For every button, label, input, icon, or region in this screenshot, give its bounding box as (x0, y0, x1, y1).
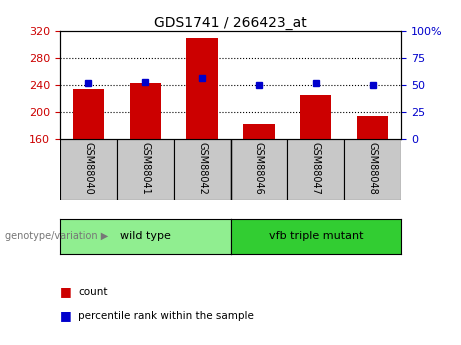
Bar (243, 124, 275, 139)
Bar (230, 139, 287, 200)
Text: GSM88046: GSM88046 (254, 142, 264, 195)
Bar (174, 139, 230, 200)
Bar (117, 139, 174, 200)
Text: GSM88047: GSM88047 (311, 142, 321, 195)
Text: GSM88041: GSM88041 (140, 142, 150, 195)
Bar (344, 139, 401, 200)
Text: percentile rank within the sample: percentile rank within the sample (78, 311, 254, 321)
Text: GSM88048: GSM88048 (367, 142, 378, 195)
Title: GDS1741 / 266423_at: GDS1741 / 266423_at (154, 16, 307, 30)
Bar (300, 95, 331, 139)
Text: GSM88040: GSM88040 (83, 142, 94, 195)
Bar (73, 89, 104, 139)
Bar (186, 38, 218, 139)
Text: ■: ■ (60, 309, 71, 322)
Text: count: count (78, 287, 108, 296)
Text: vfb triple mutant: vfb triple mutant (269, 231, 363, 241)
Bar (130, 83, 161, 139)
Text: wild type: wild type (120, 231, 171, 241)
Bar (287, 139, 344, 200)
Text: genotype/variation ▶: genotype/variation ▶ (5, 231, 108, 241)
Text: GSM88042: GSM88042 (197, 142, 207, 195)
Bar (357, 116, 388, 139)
Text: ■: ■ (60, 285, 71, 298)
Bar (60, 139, 117, 200)
